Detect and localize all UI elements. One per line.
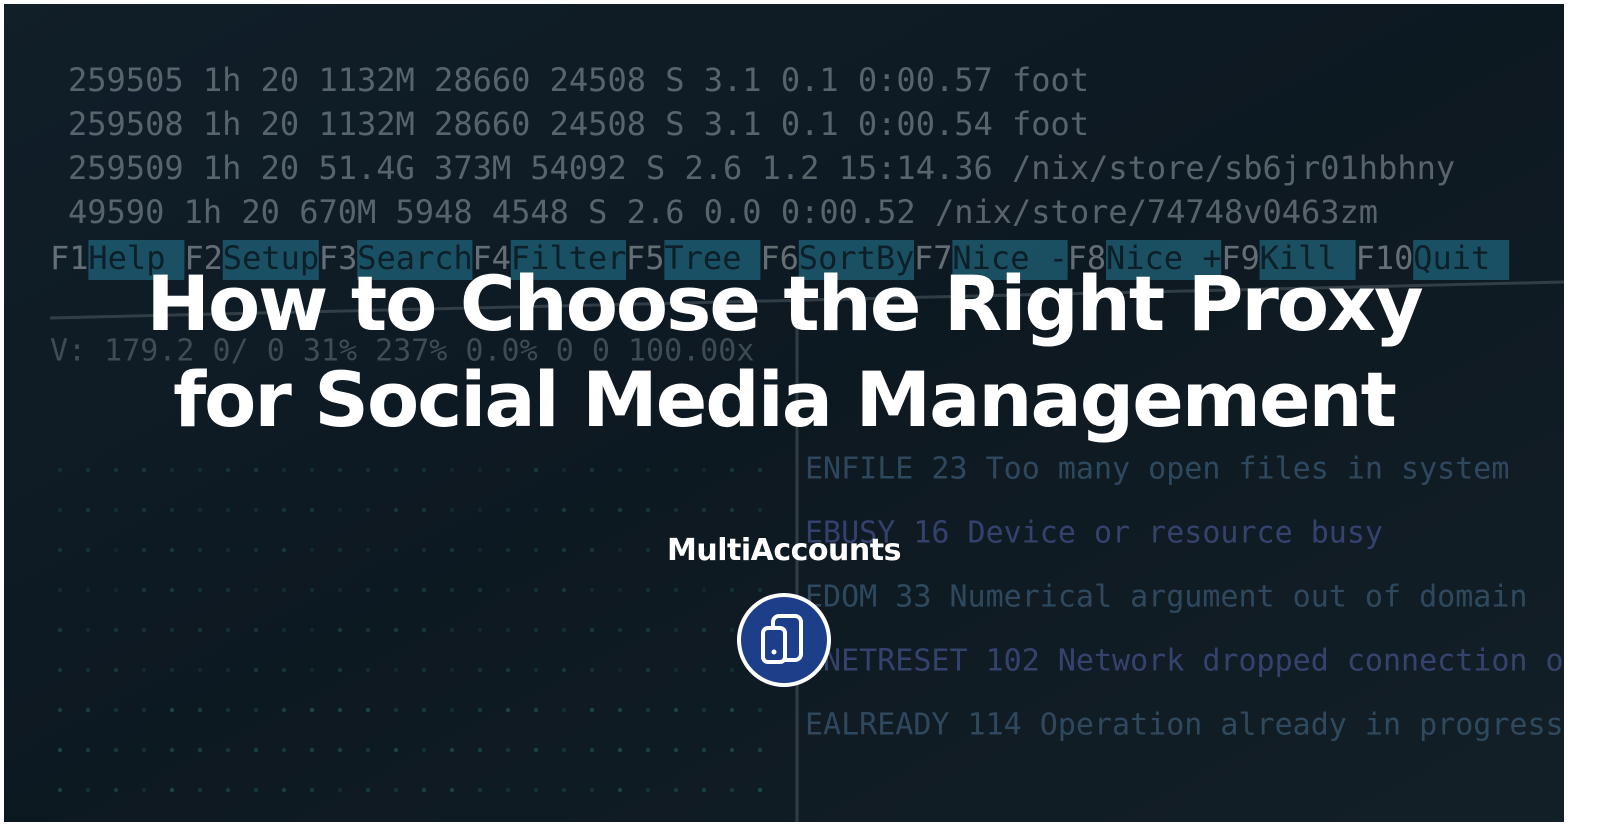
logo-icon <box>772 650 777 655</box>
brand-logo <box>739 595 829 685</box>
brand-name: MultiAccounts <box>667 533 901 568</box>
title-line: How to Choose the Right Proxy <box>146 259 1423 348</box>
title-line: for Social Media Management <box>173 355 1396 444</box>
logo-icon <box>763 628 785 662</box>
